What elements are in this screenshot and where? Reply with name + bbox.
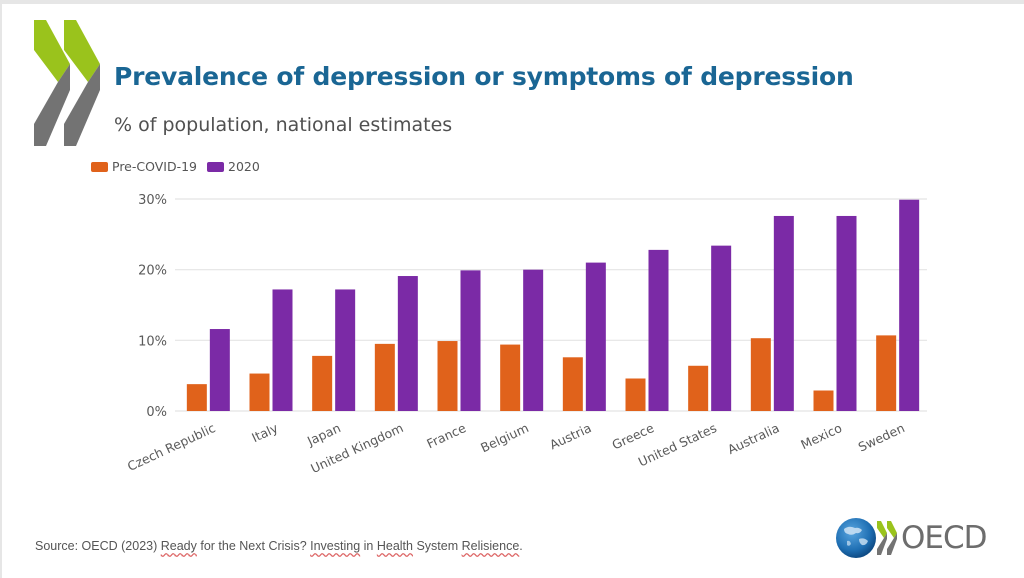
x-category-label: Mexico xyxy=(798,420,844,452)
bar-pre-covid xyxy=(437,341,458,411)
source-text: in xyxy=(360,539,377,553)
x-category-label: France xyxy=(424,420,468,451)
oecd-wordmark: OECD xyxy=(901,520,988,556)
bar-2020 xyxy=(523,269,544,411)
bar-2020 xyxy=(648,249,669,411)
bar-2020 xyxy=(773,215,794,411)
bar-2020 xyxy=(209,329,230,411)
bar-pre-covid xyxy=(249,373,270,411)
bar-pre-covid xyxy=(312,355,333,411)
bar-pre-covid xyxy=(750,338,771,411)
bar-pre-covid xyxy=(374,343,395,411)
chart-subtitle: % of population, national estimates xyxy=(114,114,453,136)
bar-pre-covid xyxy=(562,357,583,411)
oecd-chevrons-icon xyxy=(34,20,100,146)
bar-chart: 0%10%20%30%Czech Republic Italy JapanUnite… xyxy=(125,193,927,476)
y-tick-label: 10% xyxy=(138,334,167,349)
x-category-label: Austria xyxy=(547,420,593,452)
x-category-label: Belgium xyxy=(478,420,531,455)
x-category-label: Greece xyxy=(610,420,657,453)
legend-label-pre-covid: Pre-COVID-19 xyxy=(112,159,198,174)
bar-pre-covid xyxy=(186,384,207,411)
bar-2020 xyxy=(397,276,418,411)
legend-label-2020: 2020 xyxy=(228,159,260,174)
legend: Pre-COVID-19 2020 xyxy=(91,159,270,174)
bar-2020 xyxy=(899,199,920,411)
legend-item-pre-covid: Pre-COVID-19 xyxy=(91,159,197,174)
x-category-label: Japan xyxy=(304,420,343,449)
x-category-label: Australia xyxy=(725,420,781,457)
source-word: Ready xyxy=(160,539,197,553)
bar-2020 xyxy=(711,245,732,411)
bar-pre-covid xyxy=(625,378,646,411)
oecd-globe-icon xyxy=(836,518,876,558)
source-word: Relisience xyxy=(461,539,520,553)
source-text: System xyxy=(412,539,462,553)
y-tick-label: 0% xyxy=(146,405,167,420)
source-word: Health xyxy=(376,539,413,553)
bar-pre-covid xyxy=(876,335,897,411)
y-tick-label: 30% xyxy=(138,193,167,208)
bar-2020 xyxy=(272,289,293,411)
source-note: Source: OECD (2023) Ready for the Next C… xyxy=(35,539,523,553)
source-text: . xyxy=(519,539,523,553)
source-text: for the Next Crisis? xyxy=(196,539,311,553)
x-category-label: Sweden xyxy=(856,420,907,454)
bar-pre-covid xyxy=(688,365,709,411)
bar-2020 xyxy=(460,270,481,411)
bar-pre-covid xyxy=(500,344,521,411)
source-word: Investing xyxy=(310,539,361,553)
x-category-label: Italy xyxy=(249,420,280,445)
source-prefix: Source: OECD (2023) xyxy=(35,539,161,553)
legend-swatch-2020 xyxy=(207,161,225,172)
slide: Prevalence of depression or symptoms of … xyxy=(2,4,1024,578)
oecd-small-chevrons-icon xyxy=(877,521,897,555)
legend-swatch-pre-covid xyxy=(91,161,108,172)
legend-item-2020: 2020 xyxy=(207,159,260,174)
bar-2020 xyxy=(585,262,606,411)
bar-2020 xyxy=(836,215,857,411)
x-category-label: Czech Republic xyxy=(125,420,218,474)
bar-pre-covid xyxy=(813,390,834,411)
bar-2020 xyxy=(335,289,356,411)
y-tick-label: 20% xyxy=(138,264,167,279)
oecd-logo: OECD xyxy=(835,517,988,559)
chart-title: Prevalence of depression or symptoms of … xyxy=(114,62,854,91)
